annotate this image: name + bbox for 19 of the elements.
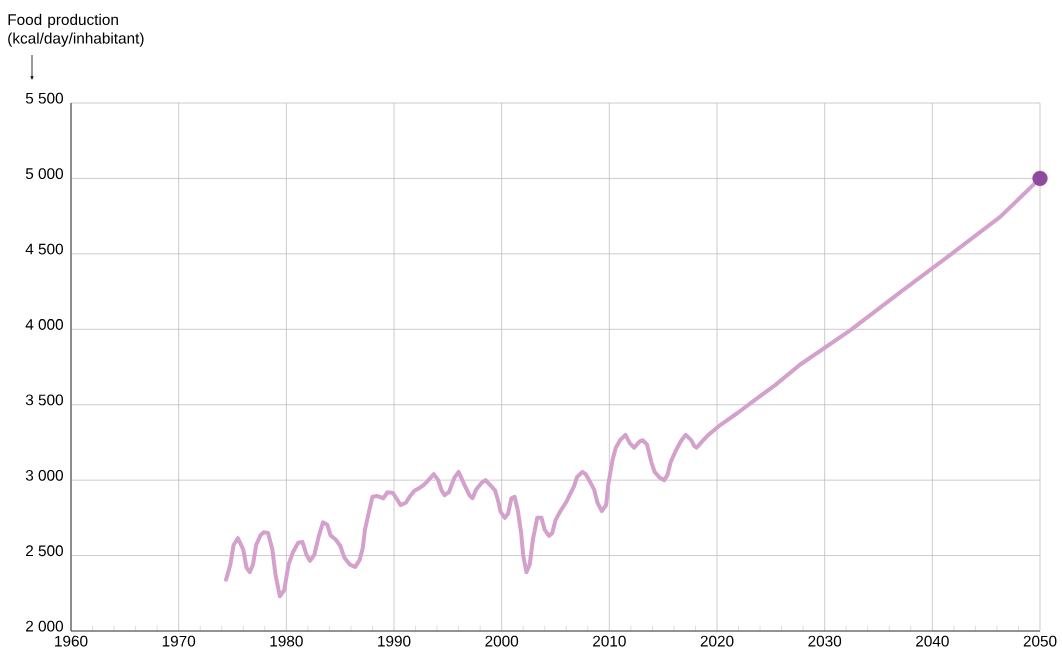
y-tick-label: 4 000 <box>25 319 64 330</box>
x-tick-label: 1980 <box>270 635 303 647</box>
x-tick-label: 1970 <box>162 635 196 647</box>
x-tick-label: 2050 <box>1023 635 1057 647</box>
x-tick-label: 1990 <box>378 635 411 647</box>
y-axis-title: Food production (kcal/day/inhabitant) <box>8 13 144 47</box>
y-tick-label: 2 000 <box>26 620 64 632</box>
y-tick-label: 5 500 <box>25 92 64 104</box>
x-tick-label: 2030 <box>808 635 842 647</box>
y-tick-label: 3 500 <box>25 394 64 406</box>
x-tick-label: 2040 <box>916 635 949 647</box>
y-tick-label: 5 000 <box>25 168 64 180</box>
y-tick-label: 2 500 <box>26 545 64 557</box>
y-tick-label: 3 000 <box>25 469 64 481</box>
y-tick-label: 4 500 <box>25 243 64 255</box>
x-tick-label: 1960 <box>55 635 88 647</box>
x-tick-label: 2020 <box>700 635 734 647</box>
x-tick-label: 2000 <box>485 635 519 647</box>
x-tick-label: 2010 <box>593 635 626 647</box>
